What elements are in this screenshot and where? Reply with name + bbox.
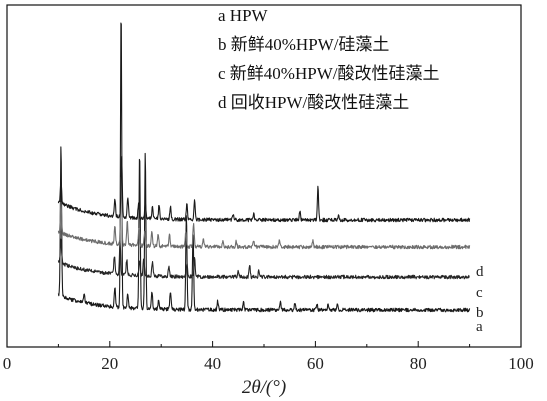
x-tick-label-20: 20 — [101, 354, 118, 373]
series-line-a — [57, 22, 471, 313]
x-tick-label-80: 80 — [410, 354, 427, 373]
legend-entry-c: c 新鲜40%HPW/酸改性硅藻土 — [218, 64, 439, 83]
curve-label-d: d — [476, 264, 484, 280]
x-tick-label-60: 60 — [307, 354, 324, 373]
x-ticks — [6, 341, 522, 347]
series-line-b — [57, 238, 470, 280]
legend-entry-d: d 回收HPW/酸改性硅藻土 — [218, 93, 409, 112]
series-layer — [57, 22, 471, 313]
curve-label-b: b — [476, 305, 484, 321]
curve-label-c: c — [476, 285, 483, 301]
x-tick-label-0: 0 — [3, 354, 12, 373]
series-line-d — [57, 155, 471, 223]
x-tick-label-40: 40 — [204, 354, 221, 373]
legend-entry-b: b 新鲜40%HPW/硅藻土 — [218, 35, 389, 54]
curve-label-a: a — [476, 319, 483, 335]
legend-entry-a: a HPW — [218, 6, 269, 25]
x-tick-label-100: 100 — [508, 354, 534, 373]
series-line-c — [57, 176, 471, 250]
x-axis-title: 2θ/(°) — [242, 377, 286, 398]
